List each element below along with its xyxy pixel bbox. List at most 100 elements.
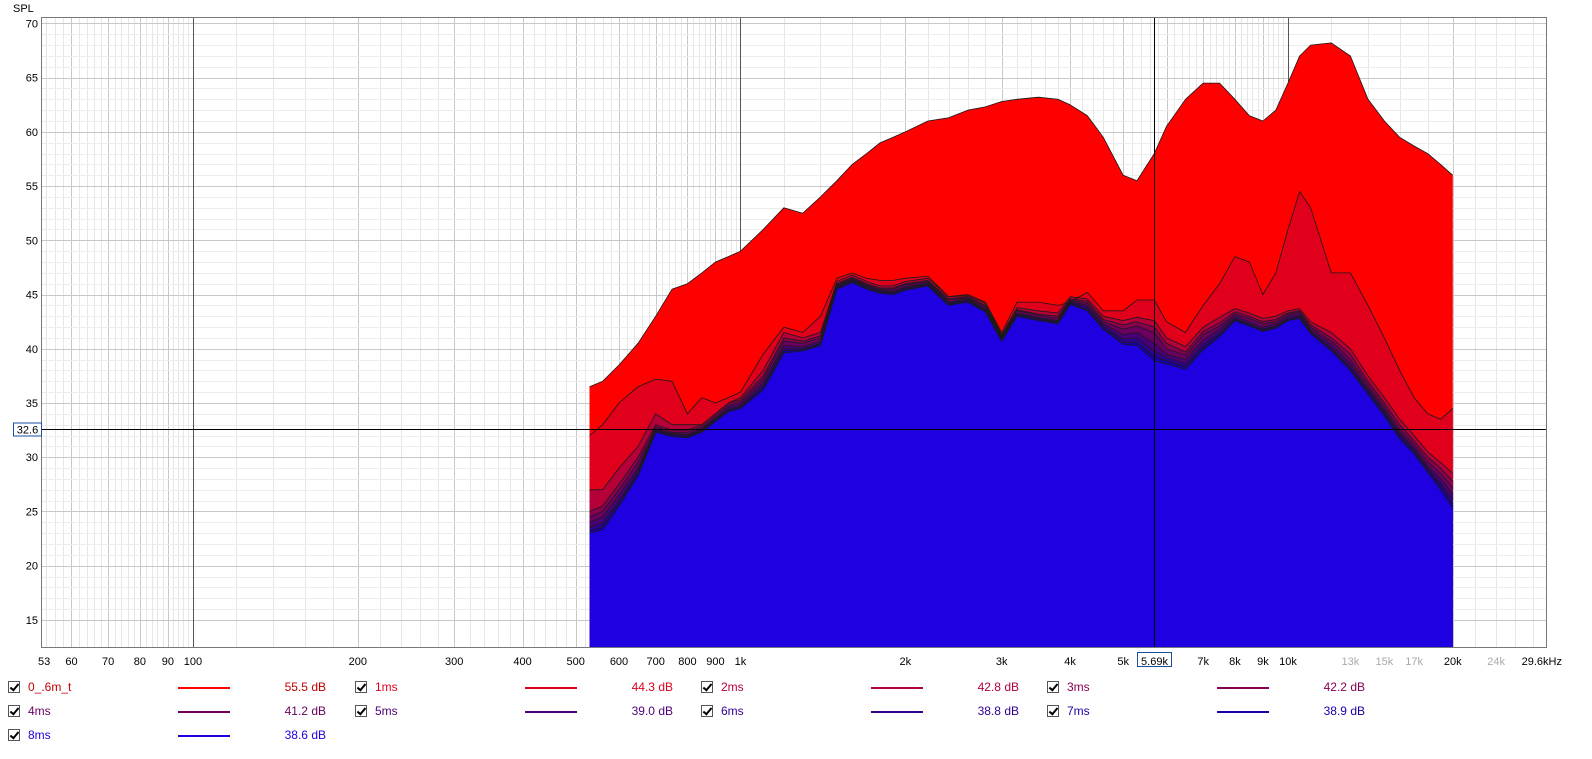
legend-series-name: 0_.6m_t: [28, 680, 72, 694]
x-tick-label: 100: [184, 656, 202, 668]
y-tick-label: 15: [26, 615, 38, 627]
y-axis-label: SPL: [13, 3, 34, 15]
legend-item-5ms: 5ms 39.0 dB: [355, 702, 685, 722]
x-cursor-readout-box: [1137, 652, 1172, 667]
series-line-4ms: [589, 277, 1454, 518]
legend-swatch-line: [178, 687, 230, 689]
x-tick-label: 7k: [1197, 656, 1209, 668]
legend-series-name: 2ms: [721, 680, 744, 694]
legend-swatch-line: [1217, 711, 1269, 713]
legend: 0_.6m_t 55.5 dB 1ms 44.3 dB 2ms 42.8 dB 3ms 42.…: [0, 676, 1592, 756]
y-cursor-readout: 32.6: [17, 425, 38, 437]
y-tick-label: 45: [26, 290, 38, 302]
y-tick-label: 55: [26, 181, 38, 193]
x-tick-label: 10k: [1279, 656, 1297, 668]
legend-series-name: 6ms: [721, 704, 744, 718]
series-areas: [589, 42, 1453, 647]
legend-series-name: 8ms: [28, 728, 51, 742]
x-tick-label: 500: [566, 656, 584, 668]
legend-swatch-line: [525, 711, 577, 713]
y-tick-label: 25: [26, 506, 38, 518]
spl-chart: 15 20 25 30 35 40 45 50 55 60 65 70 32.6 53 60 70 80 90 1…: [13, 3, 1562, 668]
legend-item-0_.6m_t: 0_.6m_t 55.5 dB: [8, 678, 338, 698]
x-tick-label: 17k: [1405, 656, 1423, 668]
legend-checkbox[interactable]: [8, 705, 20, 717]
y-tick-label: 20: [26, 561, 38, 573]
legend-item-3ms: 3ms 42.2 dB: [1047, 678, 1377, 698]
legend-checkbox[interactable]: [1047, 705, 1059, 717]
x-tick-label: 53: [38, 656, 50, 668]
legend-value: 38.9 dB: [1323, 704, 1365, 718]
x-tick-label: 800: [678, 656, 696, 668]
legend-item-7ms: 7ms 38.9 dB: [1047, 702, 1377, 722]
legend-item-2ms: 2ms 42.8 dB: [701, 678, 1031, 698]
legend-item-1ms: 1ms 44.3 dB: [355, 678, 685, 698]
x-tick-label: 24k: [1487, 656, 1505, 668]
legend-checkbox[interactable]: [8, 729, 20, 741]
y-tick-label: 50: [26, 235, 38, 247]
x-tick-label: 3k: [996, 656, 1008, 668]
series-line-7ms: [589, 281, 1454, 532]
x-tick-label: 20k: [1444, 656, 1462, 668]
legend-checkbox[interactable]: [8, 681, 20, 693]
series-line-5ms: [589, 279, 1454, 523]
legend-swatch-line: [871, 687, 923, 689]
series-outlines: [589, 42, 1454, 534]
legend-series-name: 5ms: [375, 704, 398, 718]
legend-swatch-line: [178, 735, 230, 737]
legend-checkbox[interactable]: [701, 681, 713, 693]
legend-checkbox[interactable]: [355, 681, 367, 693]
series-line-8ms: [589, 282, 1454, 534]
x-tick-label: 90: [162, 656, 174, 668]
x-tick-label: 5k: [1117, 656, 1129, 668]
y-tick-label: 70: [26, 18, 38, 30]
y-tick-label: 60: [26, 127, 38, 139]
x-tick-label: 2k: [899, 656, 911, 668]
y-cursor-readout-box: [13, 422, 42, 437]
x-tick-label: 1k: [735, 656, 747, 668]
area-8ms: [589, 282, 1453, 647]
x-tick-label: 8k: [1229, 656, 1241, 668]
x-tick-label: 600: [610, 656, 628, 668]
x-tick-label: 400: [513, 656, 531, 668]
legend-series-name: 4ms: [28, 704, 51, 718]
y-axis-ticks: 15 20 25 30 35 40 45 50 55 60 65 70 32.6: [13, 18, 42, 627]
legend-value: 38.8 dB: [977, 704, 1019, 718]
legend-swatch-line: [525, 687, 577, 689]
x-tick-label: 700: [646, 656, 664, 668]
legend-checkbox[interactable]: [1047, 681, 1059, 693]
x-cursor-readout: 5.69k: [1141, 656, 1168, 668]
x-tick-label: 13k: [1341, 656, 1359, 668]
y-tick-label: 40: [26, 344, 38, 356]
series-line-6ms: [589, 280, 1454, 529]
cursor-crosshair[interactable]: [42, 18, 1546, 647]
legend-item-8ms: 8ms 38.6 dB: [8, 726, 338, 746]
x-tick-label: 900: [706, 656, 724, 668]
series-line-1ms: [589, 191, 1454, 436]
legend-value: 38.6 dB: [284, 728, 326, 742]
legend-item-4ms: 4ms 41.2 dB: [8, 702, 338, 722]
legend-value: 41.2 dB: [284, 704, 326, 718]
x-tick-label: 9k: [1257, 656, 1269, 668]
legend-item-6ms: 6ms 38.8 dB: [701, 702, 1031, 722]
legend-swatch-line: [871, 711, 923, 713]
legend-swatch-line: [1217, 687, 1269, 689]
legend-series-name: 7ms: [1067, 704, 1090, 718]
plot-frame: [41, 17, 1547, 648]
y-tick-label: 65: [26, 73, 38, 85]
y-tick-label: 30: [26, 452, 38, 464]
legend-swatch-line: [178, 711, 230, 713]
legend-checkbox[interactable]: [355, 705, 367, 717]
x-tick-label: 60: [65, 656, 77, 668]
y-tick-label: 35: [26, 398, 38, 410]
legend-checkbox[interactable]: [701, 705, 713, 717]
legend-series-name: 3ms: [1067, 680, 1090, 694]
legend-value: 44.3 dB: [631, 680, 673, 694]
x-tick-label: 29.6kHz: [1522, 656, 1562, 668]
x-tick-label: 70: [102, 656, 114, 668]
x-tick-label: 200: [349, 656, 367, 668]
legend-series-name: 1ms: [375, 680, 398, 694]
x-tick-label: 80: [134, 656, 146, 668]
legend-value: 55.5 dB: [284, 680, 326, 694]
x-tick-label: 300: [445, 656, 463, 668]
